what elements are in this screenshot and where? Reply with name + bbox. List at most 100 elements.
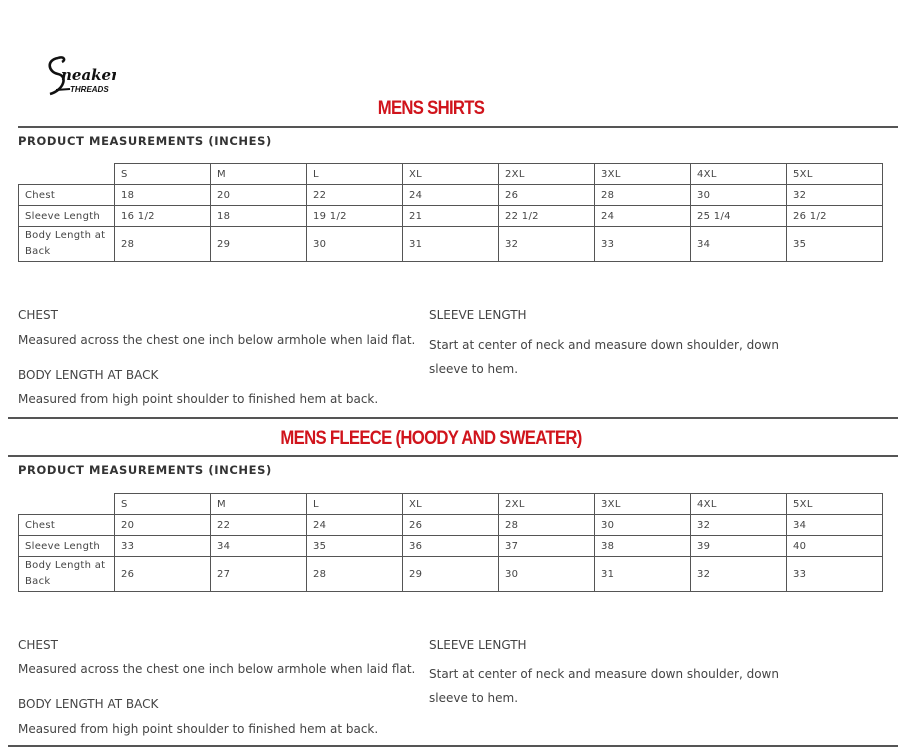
size-table-shirts: S M L XL 2XL 3XL 4XL 5XL Chest 18 20 22 24 26 28 30 32 Sl…: [18, 163, 883, 262]
measurement-cell: 22: [210, 514, 307, 536]
table-row: Chest 18 20 22 24 26 28 30 32: [18, 184, 883, 206]
divider: [8, 745, 898, 747]
row-label: Body Length at Back: [18, 556, 115, 592]
table-row: Sleeve Length 16 1/2 18 19 1/2 21 22 1/2 24 25 …: [18, 205, 883, 227]
section-title-mens-fleece: MENS FLEECE (HOODY AND SWEATER): [280, 428, 582, 449]
measurements-heading: PRODUCT MEASUREMENTS (INCHES): [18, 463, 272, 477]
size-header-cell: 2XL: [498, 493, 595, 515]
measurement-cell: 20: [114, 514, 211, 536]
sleeve-note-title: SLEEVE LENGTH: [429, 308, 527, 322]
measurement-cell: 33: [786, 556, 883, 592]
body-length-note-text: Measured from high point shoulder to fin…: [18, 392, 379, 406]
measurement-cell: 35: [306, 535, 403, 557]
measurement-cell: 28: [498, 514, 595, 536]
size-header-row: S M L XL 2XL 3XL 4XL 5XL: [18, 163, 883, 185]
measurement-cell: 25 1/4: [690, 205, 787, 227]
measurement-cell: 24: [306, 514, 403, 536]
measurement-cell: 39: [690, 535, 787, 557]
chest-note-text: Measured across the chest one inch below…: [18, 662, 416, 676]
svg-text:neaker: neaker: [61, 66, 116, 84]
size-header-cell: 3XL: [594, 163, 691, 185]
chest-note-title: CHEST: [18, 638, 58, 652]
size-header-row: S M L XL 2XL 3XL 4XL 5XL: [18, 493, 883, 515]
size-header-cell: XL: [402, 493, 499, 515]
divider: [18, 126, 898, 128]
measurement-cell: 28: [114, 226, 211, 262]
size-header-cell: 4XL: [690, 163, 787, 185]
size-header-cell: M: [210, 163, 307, 185]
sneaker-threads-logo: neaker THREADS: [48, 56, 116, 96]
measurement-cell: 32: [786, 184, 883, 206]
row-label: Body Length at Back: [18, 226, 115, 262]
size-header-cell: S: [114, 493, 211, 515]
measurement-cell: 18: [210, 205, 307, 227]
measurement-cell: 30: [498, 556, 595, 592]
size-table-fleece: S M L XL 2XL 3XL 4XL 5XL Chest 20 22 24 26 28 30 32 34 Sl…: [18, 493, 883, 592]
measurement-cell: 34: [690, 226, 787, 262]
measurement-cell: 38: [594, 535, 691, 557]
size-header-cell: 5XL: [786, 163, 883, 185]
blank-cell: [18, 493, 115, 515]
measurement-cell: 31: [402, 226, 499, 262]
body-length-note-text: Measured from high point shoulder to fin…: [18, 722, 379, 736]
svg-text:THREADS: THREADS: [70, 85, 109, 94]
divider: [8, 417, 898, 419]
row-label: Chest: [18, 184, 115, 206]
measurement-cell: 24: [594, 205, 691, 227]
measurement-cell: 21: [402, 205, 499, 227]
measurement-cell: 16 1/2: [114, 205, 211, 227]
table-row: Body Length at Back 28 29 30 31 32 33 34 35: [18, 226, 883, 262]
measurement-cell: 27: [210, 556, 307, 592]
size-header-cell: S: [114, 163, 211, 185]
size-header-cell: M: [210, 493, 307, 515]
size-header-cell: 5XL: [786, 493, 883, 515]
blank-cell: [18, 163, 115, 185]
size-header-cell: 2XL: [498, 163, 595, 185]
measurement-cell: 30: [306, 226, 403, 262]
size-header-cell: XL: [402, 163, 499, 185]
measurement-cell: 31: [594, 556, 691, 592]
measurement-cell: 32: [690, 514, 787, 536]
measurement-cell: 34: [210, 535, 307, 557]
measurement-cell: 26: [402, 514, 499, 536]
body-length-note-title: BODY LENGTH AT BACK: [18, 697, 159, 711]
measurement-cell: 28: [594, 184, 691, 206]
measurement-cell: 24: [402, 184, 499, 206]
section-title-mens-shirts: MENS SHIRTS: [377, 98, 485, 119]
sleeve-note-text: Start at center of neck and measure down…: [429, 667, 779, 705]
measurement-cell: 30: [594, 514, 691, 536]
measurement-cell: 26: [498, 184, 595, 206]
measurement-cell: 40: [786, 535, 883, 557]
size-header-cell: 3XL: [594, 493, 691, 515]
row-label: Chest: [18, 514, 115, 536]
measurement-cell: 34: [786, 514, 883, 536]
measurement-cell: 35: [786, 226, 883, 262]
measurement-cell: 36: [402, 535, 499, 557]
measurement-cell: 20: [210, 184, 307, 206]
measurement-cell: 37: [498, 535, 595, 557]
sleeve-note-text: Start at center of neck and measure down…: [429, 338, 779, 376]
measurement-cell: 19 1/2: [306, 205, 403, 227]
measurement-cell: 33: [114, 535, 211, 557]
measurement-cell: 32: [498, 226, 595, 262]
chest-note-title: CHEST: [18, 308, 58, 322]
measurement-cell: 26 1/2: [786, 205, 883, 227]
measurement-cell: 29: [210, 226, 307, 262]
measurement-cell: 29: [402, 556, 499, 592]
measurement-cell: 33: [594, 226, 691, 262]
measurement-cell: 22 1/2: [498, 205, 595, 227]
size-header-cell: L: [306, 493, 403, 515]
measurement-cell: 28: [306, 556, 403, 592]
table-row: Sleeve Length 33 34 35 36 37 38 39 40: [18, 535, 883, 557]
measurement-cell: 18: [114, 184, 211, 206]
measurement-cell: 30: [690, 184, 787, 206]
measurement-cell: 32: [690, 556, 787, 592]
table-row: Chest 20 22 24 26 28 30 32 34: [18, 514, 883, 536]
body-length-note-title: BODY LENGTH AT BACK: [18, 368, 159, 382]
chest-note-text: Measured across the chest one inch below…: [18, 333, 416, 347]
measurement-cell: 22: [306, 184, 403, 206]
row-label: Sleeve Length: [18, 205, 115, 227]
divider: [8, 455, 898, 457]
sleeve-note-title: SLEEVE LENGTH: [429, 638, 527, 652]
size-header-cell: 4XL: [690, 493, 787, 515]
